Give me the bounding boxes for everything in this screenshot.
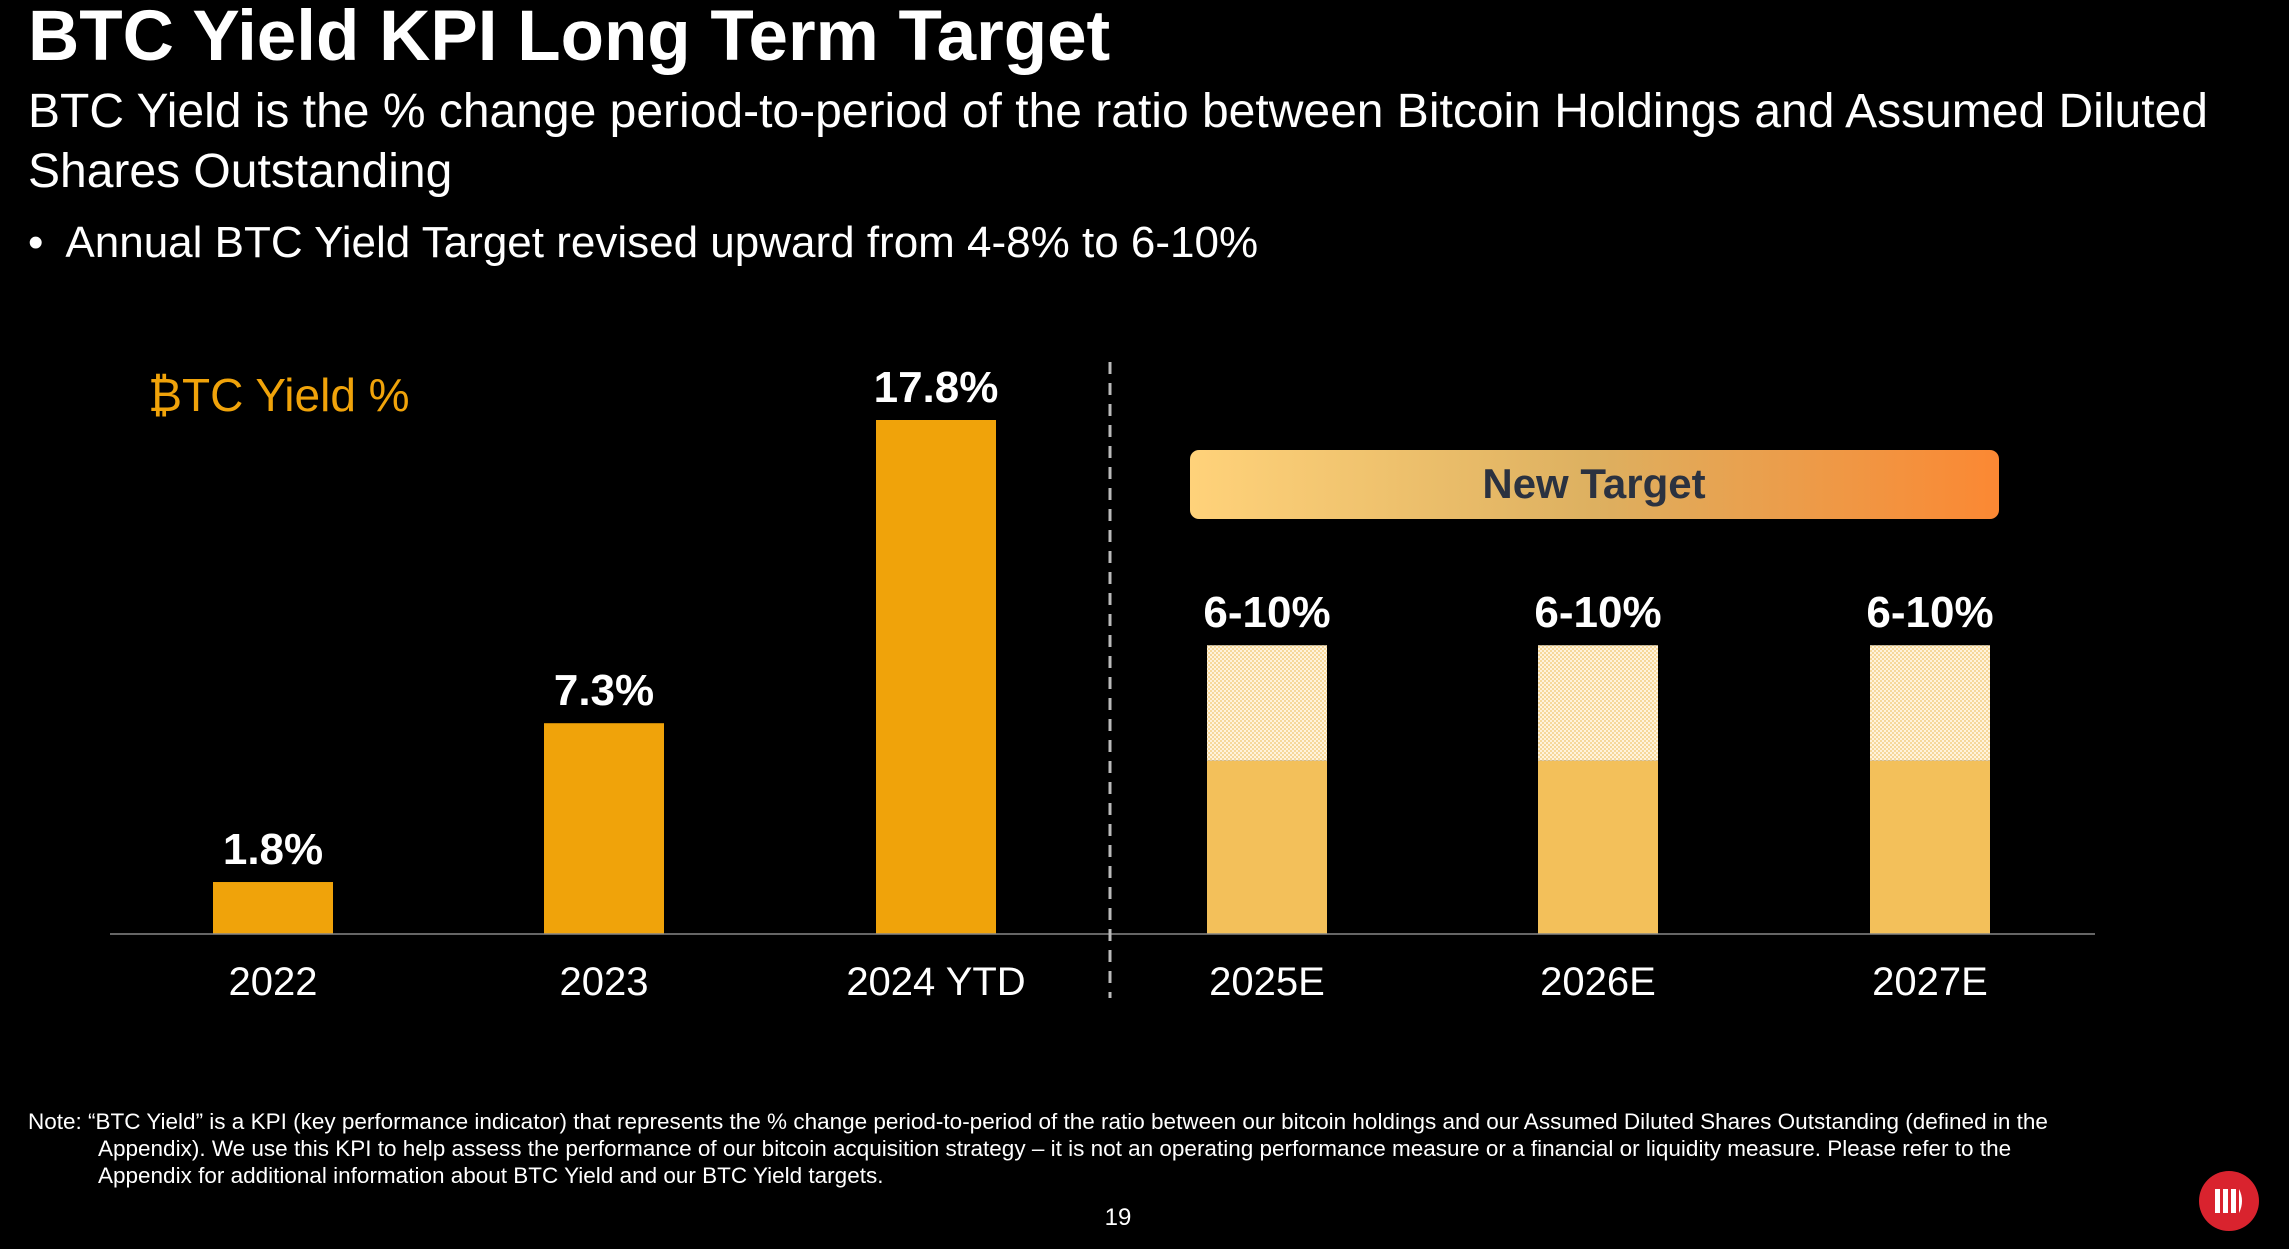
new-target-banner: New Target xyxy=(1190,450,1999,519)
target-range-bar-2026e xyxy=(1538,645,1658,761)
bar-2022 xyxy=(213,882,333,934)
company-logo xyxy=(2199,1171,2259,1231)
x-tick-label: 2027E xyxy=(1872,960,1988,1004)
bar-value-label: 7.3% xyxy=(554,666,654,715)
footnote-line: Appendix). We use this KPI to help asses… xyxy=(98,1136,2012,1161)
bar-2024-ytd xyxy=(876,420,996,934)
x-tick-label: 2023 xyxy=(560,960,649,1004)
footnote-line: Note: “BTC Yield” is a KPI (key performa… xyxy=(28,1109,2048,1134)
bullet-icon: • xyxy=(28,218,44,267)
new-target-label: New Target xyxy=(1482,460,1705,507)
target-range-label: 6-10% xyxy=(1203,588,1330,637)
bar-value-label: 17.8% xyxy=(874,363,999,412)
bar-2023 xyxy=(544,723,664,934)
footnote: Note: “BTC Yield” is a KPI (key performa… xyxy=(28,1108,2178,1189)
target-low-bar-2027e xyxy=(1870,760,1990,934)
target-low-bar-2025e xyxy=(1207,760,1327,934)
target-range-label: 6-10% xyxy=(1534,588,1661,637)
target-range-bar-2025e xyxy=(1207,645,1327,761)
logo-mark-icon xyxy=(2215,1189,2242,1213)
x-tick-label: 2025E xyxy=(1209,960,1325,1004)
target-range-bar-2027e xyxy=(1870,645,1990,761)
bar-value-label: 1.8% xyxy=(223,825,323,874)
new-target-banner-bg xyxy=(1190,450,1999,519)
x-tick-label: 2024 YTD xyxy=(846,960,1025,1004)
footnote-line: Appendix for additional information abou… xyxy=(98,1163,884,1188)
page-number: 19 xyxy=(1104,1204,1132,1231)
x-tick-label: 2022 xyxy=(229,960,318,1004)
chart-label: ₿TC Yield % xyxy=(148,369,410,421)
target-low-bar-2026e xyxy=(1538,760,1658,934)
bullet-point: • Annual BTC Yield Target revised upward … xyxy=(28,218,1258,268)
subtitle: BTC Yield is the % change period-to-peri… xyxy=(28,85,2208,198)
x-tick-label: 2026E xyxy=(1540,960,1656,1004)
bullet-text: Annual BTC Yield Target revised upward f… xyxy=(65,218,1259,267)
page-title: BTC Yield KPI Long Term Target xyxy=(28,0,1111,76)
target-range-label: 6-10% xyxy=(1866,588,1993,637)
